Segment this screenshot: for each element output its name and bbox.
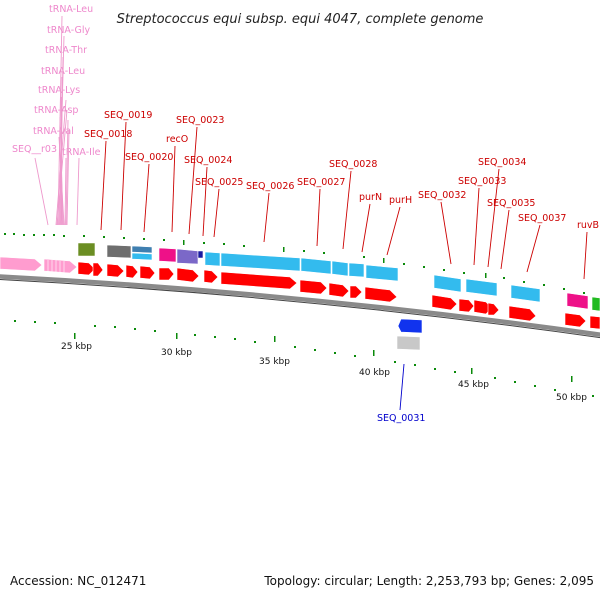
genome-summary-text: Topology: circular; Length: 2,253,793 bp… <box>264 574 594 588</box>
trna-label: tRNA-Ile <box>62 147 101 158</box>
trna-label: SEQ__r03 <box>12 144 57 155</box>
reverse-strand-features <box>396 318 423 351</box>
gene-leader-lines <box>100 121 588 280</box>
trna-label: tRNA-Asp <box>34 105 78 116</box>
gene-label: SEQ_0026 <box>246 181 294 192</box>
scale-tick-label: 40 kbp <box>359 368 390 378</box>
scale-tick-label: 35 kbp <box>259 357 290 367</box>
scale-ring <box>14 320 594 397</box>
gene-label: SEQ_0033 <box>458 176 506 187</box>
trna-label: tRNA-Lys <box>38 85 80 96</box>
scale-tick-label: 45 kbp <box>458 380 489 390</box>
scale-tick-label: 25 kbp <box>61 342 92 352</box>
gene-label: SEQ_0024 <box>184 155 232 166</box>
gene-label: SEQ_0027 <box>297 177 345 188</box>
gene-label: SEQ_0035 <box>487 198 535 209</box>
gene-label: purH <box>389 195 412 206</box>
trna-label: tRNA-Thr <box>45 45 87 56</box>
gene-label: ruvB <box>577 220 599 231</box>
gene-label: purN <box>359 192 382 203</box>
cds-features <box>77 261 600 330</box>
gene-label: SEQ_0028 <box>329 159 377 170</box>
genome-backbone-shadow <box>0 279 600 339</box>
gene-label: SEQ_0032 <box>418 190 466 201</box>
seq-0031-leader <box>399 363 405 411</box>
rna-features <box>0 256 78 274</box>
gene-label: SEQ_0023 <box>176 115 224 126</box>
gene-label: SEQ_0034 <box>478 157 526 168</box>
gene-label: SEQ_0025 <box>195 177 243 188</box>
gene-label: recO <box>166 134 188 145</box>
accession-text: Accession: NC_012471 <box>10 574 147 588</box>
scale-labels: 25 kbp 30 kbp 35 kbp 40 kbp 45 kbp 50 kb… <box>61 342 587 403</box>
gene-label: SEQ_0019 <box>104 110 152 121</box>
gene-label: SEQ_0037 <box>518 213 566 224</box>
trna-leader-lines <box>34 15 80 226</box>
gene-label-bottom: SEQ_0031 <box>377 413 425 424</box>
trna-label: tRNA-Val <box>33 126 74 137</box>
gene-labels-top: SEQ_0018 SEQ_0019 SEQ_0020 recO SEQ_0023… <box>84 110 599 231</box>
genome-backbone <box>0 274 600 337</box>
scale-tick-label: 50 kbp <box>556 393 587 403</box>
outer-tick-dots <box>4 233 585 294</box>
gene-label: SEQ_0018 <box>84 129 132 140</box>
scale-tick-label: 30 kbp <box>161 348 192 358</box>
map-title: Streptococcus equi subsp. equi 4047, com… <box>117 12 484 27</box>
cog-features <box>77 242 600 312</box>
gene-label: SEQ_0020 <box>125 152 173 163</box>
trna-label: tRNA-Leu <box>49 4 93 15</box>
trna-label: tRNA-Gly <box>47 25 90 36</box>
